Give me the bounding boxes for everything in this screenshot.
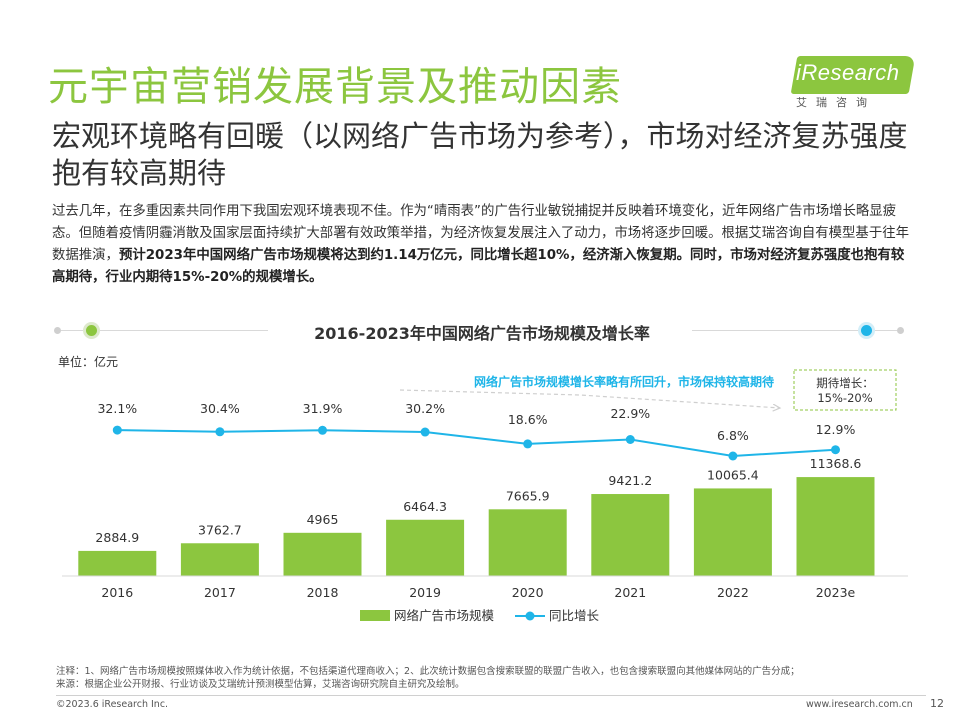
decor-dot-right-small — [897, 327, 904, 334]
growth-label: 31.9% — [303, 401, 343, 416]
chart-title: 2016-2023年中国网络广告市场规模及增长率 — [314, 324, 650, 343]
page-subtitle: 宏观环境略有回暖（以网络广告市场为参考），市场对经济复苏强度抱有较高期待 — [52, 119, 908, 190]
footnote-note: 注释：1、网络广告市场规模按照媒体收入作为统计依据，不包括渠道代理商收入；2、此… — [56, 666, 800, 677]
bar-2019 — [386, 519, 465, 576]
unit-label: 单位：亿元 — [58, 355, 119, 369]
expectation-label: 期待增长： — [816, 376, 874, 390]
paragraph-normal: 过去几年，在多重因素共同作用下我国宏观环境表现不佳。作为“晴雨表”的广告行业敏锐… — [52, 204, 909, 263]
growth-line — [117, 429, 836, 458]
copyright: ©2023.6 iResearch Inc. — [56, 699, 169, 710]
bar-2017 — [180, 543, 259, 576]
bar-label: 2884.9 — [95, 530, 139, 545]
growth-label: 12.9% — [816, 422, 856, 437]
bar-label: 6464.3 — [403, 499, 447, 514]
x-tick-label: 2016 — [101, 585, 133, 600]
x-tick-label: 2023e — [816, 585, 856, 600]
growth-label: 32.1% — [97, 401, 137, 416]
legend-bar-swatch — [360, 610, 390, 621]
growth-label: 6.8% — [717, 428, 749, 443]
intro-paragraph: 过去几年，在多重因素共同作用下我国宏观环境表现不佳。作为“晴雨表”的广告行业敏锐… — [52, 201, 912, 289]
bar-label: 9421.2 — [608, 473, 652, 488]
x-tick-label: 2018 — [307, 585, 339, 600]
growth-point-2019 — [420, 427, 430, 437]
growth-point-2020 — [523, 439, 533, 449]
decor-line-right-a — [875, 330, 897, 331]
decor-dot-left-small — [54, 327, 61, 334]
decor-line-left-b — [100, 330, 268, 331]
legend-bar-label: 网络广告市场规模 — [394, 608, 495, 623]
chart-legend: 网络广告市场规模 同比增长 — [360, 608, 600, 623]
bar-2018 — [283, 532, 362, 576]
x-tick-label: 2019 — [409, 585, 441, 600]
bar-2020 — [488, 509, 567, 576]
x-tick-label: 2022 — [717, 585, 749, 600]
decor-dot-left — [83, 322, 100, 339]
growth-point-2022 — [728, 451, 738, 461]
decor-line-right-b — [692, 330, 860, 331]
bar-label: 7665.9 — [506, 488, 550, 503]
footnote: 注释：1、网络广告市场规模按照媒体收入作为统计依据，不包括渠道代理商收入；2、此… — [56, 665, 916, 691]
growth-label: 22.9% — [610, 406, 650, 421]
growth-label: 30.4% — [200, 401, 240, 416]
growth-point-2018 — [318, 425, 327, 435]
x-tick-label: 2021 — [614, 585, 646, 600]
footnote-source: 来源：根据企业公开财报、行业访谈及艾瑞统计预测模型估算，艾瑞咨询研究院自主研究及… — [56, 679, 465, 690]
bar-label: 3762.7 — [198, 522, 242, 537]
x-tick-label: 2020 — [512, 585, 544, 600]
page-number: 12 — [930, 697, 944, 710]
bar-label: 10065.4 — [707, 467, 759, 482]
decor-line-left-a — [61, 330, 83, 331]
paragraph-bold: 预计2023年中国网络广告市场规模将达到约1.14万亿元，同比增长超10%，经济… — [52, 248, 905, 285]
bar-label: 4965 — [307, 512, 339, 527]
website-link[interactable]: www.iresearch.com.cn — [806, 699, 913, 710]
growth-point-2017 — [215, 427, 225, 437]
bar-2023e — [796, 477, 875, 576]
annotation-text: 网络广告市场规模增长率略有所回升，市场保持较高期待 — [474, 374, 774, 389]
legend-line-marker — [525, 611, 535, 621]
legend-line-label: 同比增长 — [549, 608, 600, 623]
bar-2022 — [693, 488, 772, 576]
growth-point-2023e — [831, 445, 840, 455]
growth-label: 30.2% — [405, 401, 445, 416]
x-tick-label: 2017 — [204, 585, 236, 600]
bar-2021 — [591, 494, 670, 576]
chart-title-row: 2016-2023年中国网络广告市场规模及增长率 — [52, 316, 912, 346]
decor-dot-right — [858, 322, 875, 339]
bar-label: 11368.6 — [810, 456, 862, 471]
page-title: 元宇宙营销发展背景及推动因素 — [48, 64, 622, 110]
iresearch-logo: iResearch 艾瑞咨询 — [790, 50, 922, 110]
bar-2016 — [78, 550, 157, 576]
logo-text: iResearch — [796, 60, 900, 85]
expectation-box — [793, 369, 897, 411]
growth-point-2021 — [625, 434, 635, 444]
growth-label: 18.6% — [508, 412, 548, 427]
logo-subtext: 艾瑞咨询 — [796, 96, 876, 109]
growth-point-2016 — [112, 425, 122, 435]
footer-divider — [56, 695, 926, 696]
annotation-arrow — [399, 389, 780, 408]
expectation-range: 15%-20% — [817, 391, 872, 405]
